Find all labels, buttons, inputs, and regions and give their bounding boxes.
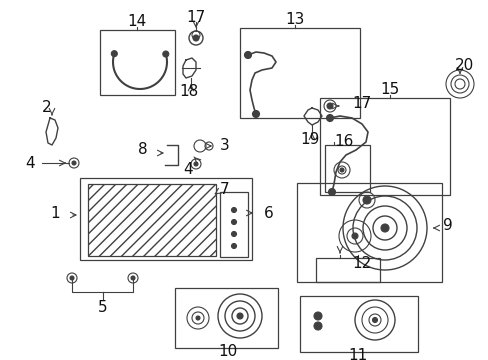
Text: 2: 2 (42, 100, 52, 116)
Circle shape (231, 207, 236, 212)
Text: 11: 11 (347, 347, 367, 360)
Circle shape (326, 103, 332, 109)
Text: 4: 4 (25, 156, 35, 171)
Bar (315, 258, 379, 282)
Circle shape (111, 51, 117, 57)
Text: 17: 17 (186, 9, 205, 24)
Circle shape (231, 220, 236, 225)
Bar (220, 192, 247, 257)
Text: 13: 13 (285, 13, 304, 27)
Text: 16: 16 (333, 135, 353, 149)
Circle shape (328, 189, 335, 195)
Circle shape (326, 114, 333, 122)
Circle shape (196, 316, 200, 320)
Circle shape (380, 224, 388, 232)
Bar (325, 145, 369, 192)
Circle shape (193, 35, 199, 41)
Circle shape (252, 111, 259, 117)
Text: 12: 12 (352, 256, 371, 271)
Text: 10: 10 (218, 343, 237, 359)
Circle shape (372, 318, 377, 323)
Circle shape (131, 276, 135, 280)
Bar (299, 296, 417, 352)
Circle shape (237, 313, 243, 319)
Text: 5: 5 (98, 300, 107, 315)
Text: 1: 1 (50, 206, 60, 220)
Bar (319, 98, 449, 195)
Circle shape (339, 168, 343, 172)
Text: 15: 15 (380, 82, 399, 98)
Text: 8: 8 (138, 143, 148, 158)
Circle shape (244, 51, 251, 58)
Bar (80, 178, 251, 260)
Text: 19: 19 (300, 132, 319, 148)
Text: 17: 17 (351, 95, 370, 111)
Text: 9: 9 (442, 217, 452, 233)
Circle shape (231, 231, 236, 237)
Circle shape (362, 196, 370, 204)
Text: 14: 14 (127, 14, 146, 30)
Circle shape (70, 276, 74, 280)
Text: 18: 18 (179, 85, 198, 99)
Circle shape (351, 233, 357, 239)
Bar (296, 183, 441, 282)
Circle shape (313, 322, 321, 330)
Circle shape (313, 312, 321, 320)
Text: 4: 4 (183, 162, 192, 177)
Text: 20: 20 (453, 58, 473, 72)
Bar (240, 28, 359, 118)
Bar (175, 288, 278, 348)
Circle shape (231, 243, 236, 248)
Circle shape (72, 161, 76, 165)
Circle shape (163, 51, 168, 57)
Text: 6: 6 (264, 206, 273, 220)
Circle shape (194, 162, 198, 166)
Text: 7: 7 (220, 183, 229, 198)
Text: 3: 3 (220, 138, 229, 153)
Bar (100, 30, 175, 95)
Bar (88, 184, 216, 256)
